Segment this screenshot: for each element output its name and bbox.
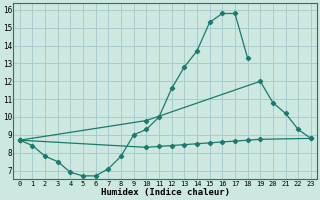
X-axis label: Humidex (Indice chaleur): Humidex (Indice chaleur) (101, 188, 230, 197)
